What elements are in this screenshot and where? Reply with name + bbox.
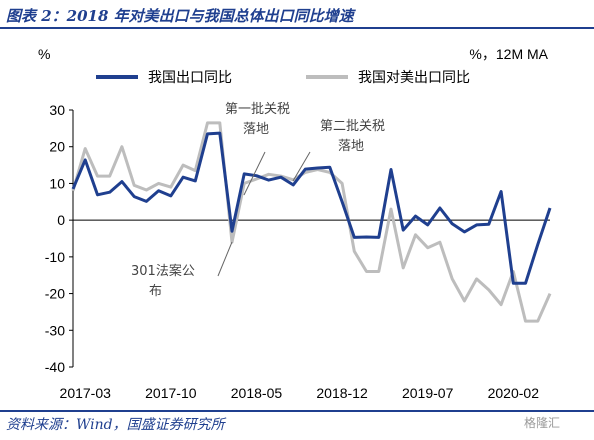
annotation-0: 第一批关税落地 xyxy=(225,102,290,137)
y-tick-label--40: -40 xyxy=(45,359,65,375)
x-tick-label-2018-05: 2018-05 xyxy=(231,385,283,401)
series-line-1 xyxy=(71,121,552,323)
series-line-0 xyxy=(71,131,552,285)
x-tick-label-2017-03: 2017-03 xyxy=(60,385,112,401)
annotation-2: 301法案公布 xyxy=(131,264,195,299)
title-rule xyxy=(0,27,594,29)
y-tick-label--30: -30 xyxy=(45,322,65,338)
footer-rule xyxy=(0,410,594,412)
y-unit-left: % xyxy=(38,46,50,62)
annotation-leader-2 xyxy=(217,241,233,277)
x-tick-label-2019-07: 2019-07 xyxy=(402,385,454,401)
legend-label-1: 我国对美出口同比 xyxy=(358,70,470,86)
annotation-leader-1 xyxy=(292,151,311,182)
y-tick-label--20: -20 xyxy=(45,286,65,302)
figure-title: 图表 2：2018 年对美出口与我国总体出口同比增速 xyxy=(6,7,354,25)
y-unit-right: %，12M MA xyxy=(469,46,548,62)
y-tick-label--10: -10 xyxy=(45,249,65,265)
source-note: 资料来源：Wind，国盛证券研究所 xyxy=(6,417,225,433)
x-tick-label-2018-12: 2018-12 xyxy=(316,385,368,401)
y-tick-label-30: 30 xyxy=(49,102,65,118)
y-tick-label-20: 20 xyxy=(49,139,65,155)
annotation-leader-0 xyxy=(243,151,266,196)
x-tick-label-2020-02: 2020-02 xyxy=(488,385,540,401)
x-tick-label-2017-10: 2017-10 xyxy=(145,385,197,401)
y-tick-label-0: 0 xyxy=(57,212,65,228)
y-tick-label-10: 10 xyxy=(49,175,65,191)
legend-label-0: 我国出口同比 xyxy=(148,70,232,86)
watermark: 格隆汇 xyxy=(524,416,561,430)
annotation-1: 第二批关税落地 xyxy=(320,119,385,154)
